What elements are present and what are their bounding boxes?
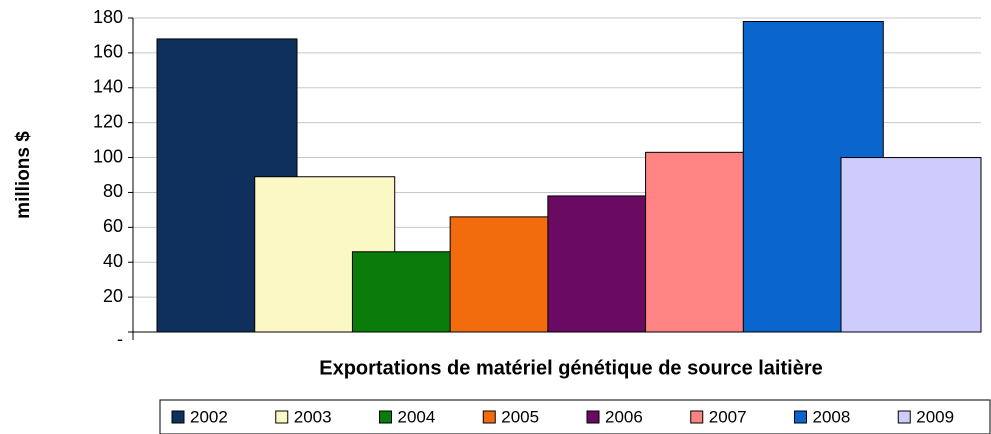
legend-swatch (275, 410, 289, 424)
y-axis-label: millions $ (13, 131, 34, 219)
legend-label: 2007 (709, 407, 747, 426)
legend-swatch (482, 410, 496, 424)
legend-swatch (171, 410, 185, 424)
y-tick-label: 80 (103, 181, 123, 201)
y-tick-label: 100 (93, 146, 123, 166)
y-tick-label: 160 (93, 42, 123, 62)
legend-label: 2005 (501, 407, 539, 426)
y-tick-label: 20 (103, 286, 123, 306)
y-tick-label: 60 (103, 216, 123, 236)
y-tick-label: 40 (103, 251, 123, 271)
bar (840, 157, 982, 333)
legend-swatch (586, 410, 600, 424)
legend-swatch (794, 410, 807, 424)
legend-label: 2003 (294, 407, 332, 426)
legend-label: 2006 (605, 407, 643, 426)
legend-label: 2002 (190, 407, 228, 426)
y-tick-label: 120 (93, 111, 123, 131)
legend-swatch (690, 410, 704, 424)
y-tick-label: 180 (93, 7, 123, 27)
legend-label: 2009 (916, 407, 954, 426)
legend-label: 2004 (398, 407, 436, 426)
y-tick-label: - (117, 329, 123, 349)
legend-swatch (379, 410, 392, 424)
legend-swatch (897, 410, 911, 424)
legend-label: 2008 (813, 407, 851, 426)
x-axis-label: Exportations de matériel génétique de so… (319, 357, 823, 379)
y-tick-label: 140 (93, 77, 123, 97)
legend-box (159, 399, 991, 434)
